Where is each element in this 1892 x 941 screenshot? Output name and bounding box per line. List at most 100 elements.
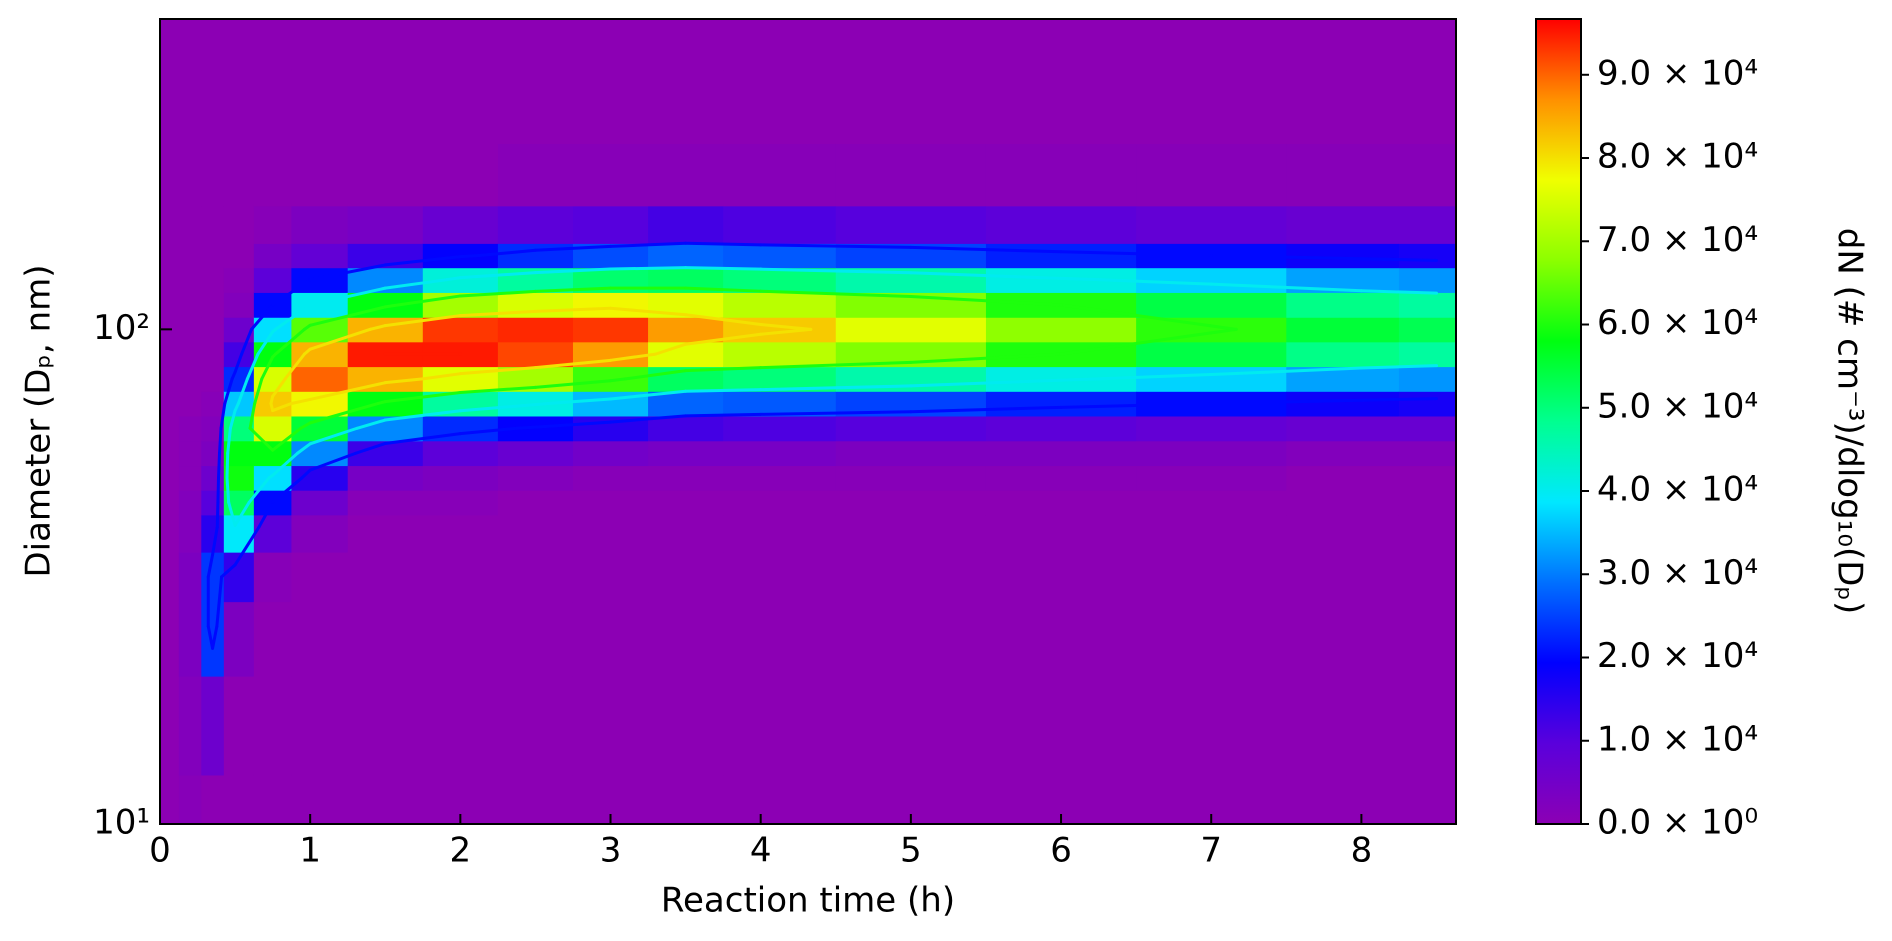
heatmap-cell bbox=[1398, 143, 1456, 207]
heatmap-cell bbox=[1136, 552, 1287, 603]
contour-line bbox=[308, 286, 387, 307]
contour-line bbox=[240, 327, 254, 356]
contour-line bbox=[533, 306, 613, 313]
heatmap-cell bbox=[178, 490, 202, 516]
heatmap-cell bbox=[1286, 676, 1400, 776]
contour-line bbox=[271, 451, 300, 477]
contour-line bbox=[458, 426, 519, 436]
x-tick-label: 3 bbox=[600, 831, 622, 871]
contour-line bbox=[533, 420, 613, 429]
heatmap-cell bbox=[201, 292, 225, 318]
heatmap-cell bbox=[291, 205, 349, 244]
heatmap-cell bbox=[497, 465, 574, 491]
heatmap-cell bbox=[201, 267, 225, 293]
heatmap-cell bbox=[572, 69, 649, 145]
y-tick-label: 10¹ bbox=[93, 803, 150, 843]
heatmap-cell bbox=[1136, 317, 1287, 343]
contour-line bbox=[233, 352, 244, 374]
heatmap-cell bbox=[1136, 292, 1287, 318]
contour-line bbox=[383, 303, 400, 309]
heatmap-cell bbox=[1136, 514, 1287, 553]
contour-line bbox=[1209, 366, 1363, 377]
heatmap-cell bbox=[253, 267, 293, 293]
contour-line bbox=[477, 248, 537, 258]
contour-line bbox=[759, 267, 913, 275]
heatmap-cell bbox=[1136, 415, 1287, 442]
heatmap-cell bbox=[223, 69, 255, 145]
contour-line bbox=[1209, 398, 1363, 406]
heatmap-cell bbox=[291, 552, 349, 603]
heatmap-cell bbox=[201, 465, 225, 491]
contour-line bbox=[253, 377, 264, 406]
contour-line bbox=[609, 266, 688, 271]
contour-line bbox=[1059, 377, 1101, 382]
heatmap-cell bbox=[178, 143, 202, 207]
heatmap-cell bbox=[1398, 490, 1456, 516]
heatmap-cell bbox=[422, 676, 499, 776]
heatmap-cell bbox=[223, 267, 255, 293]
axes: 0 1 2 3 4 5 6 7 8 10¹ 10² 0.0 × 10⁰ 1.0 × 10⁴ 2.0 × 1… bbox=[93, 18, 1758, 871]
heatmap-cell bbox=[1398, 415, 1456, 442]
heatmap-cell bbox=[291, 514, 349, 553]
heatmap-cell bbox=[572, 143, 649, 207]
heatmap-cell bbox=[648, 143, 724, 207]
heatmap-cell bbox=[347, 205, 424, 244]
heatmap-cell bbox=[1136, 440, 1287, 467]
heatmap-cell bbox=[723, 341, 837, 368]
heatmap-cell bbox=[835, 19, 987, 71]
heatmap-cell bbox=[648, 341, 724, 368]
heatmap-cell bbox=[985, 143, 1137, 207]
contour-line bbox=[654, 342, 688, 356]
heatmap-cell bbox=[223, 205, 255, 244]
heatmap-cell bbox=[1286, 490, 1400, 516]
heatmap-cell bbox=[1398, 341, 1456, 368]
heatmap-cell bbox=[291, 267, 349, 293]
heatmap-cell bbox=[497, 317, 574, 343]
contour-line bbox=[236, 377, 249, 406]
heatmap-cell bbox=[291, 490, 349, 516]
contour-line bbox=[609, 241, 688, 248]
heatmap-cell bbox=[497, 514, 574, 553]
contour-line bbox=[533, 379, 613, 389]
heatmap-cell bbox=[1136, 69, 1287, 145]
heatmap-cell bbox=[1398, 69, 1456, 145]
contour-line bbox=[271, 278, 312, 307]
heatmap-cell bbox=[1398, 440, 1456, 467]
heatmap-cell bbox=[1398, 552, 1456, 603]
contour-line bbox=[533, 402, 550, 407]
contour-line bbox=[1209, 282, 1363, 293]
heatmap-cell bbox=[422, 465, 499, 491]
heatmap-cell bbox=[497, 341, 574, 368]
heatmap-cell bbox=[648, 19, 724, 71]
contour-line bbox=[458, 309, 537, 318]
contour-line bbox=[233, 500, 251, 527]
colorbar-tick-label: 9.0 × 10⁴ bbox=[1597, 53, 1758, 93]
heatmap-cell bbox=[648, 552, 724, 603]
contour-line bbox=[1059, 250, 1213, 258]
heatmap-cell bbox=[985, 391, 1137, 417]
contour-line bbox=[458, 403, 537, 413]
heatmap-cell bbox=[497, 243, 574, 269]
contour-line bbox=[215, 500, 220, 529]
contour-line bbox=[271, 402, 293, 413]
heatmap-cell bbox=[1136, 366, 1287, 392]
contour-line bbox=[260, 355, 275, 381]
heatmap-cell bbox=[648, 317, 724, 343]
heatmap-cell bbox=[201, 19, 225, 71]
contour-line bbox=[1059, 331, 1213, 356]
heatmap-cell bbox=[572, 205, 649, 244]
heatmap-cell bbox=[422, 205, 499, 244]
heatmap-cell bbox=[985, 243, 1137, 269]
contour-line bbox=[218, 426, 223, 455]
contour-line bbox=[759, 360, 913, 370]
colorbar-tick-label: 3.0 × 10⁴ bbox=[1597, 553, 1758, 593]
contour-line bbox=[227, 500, 237, 527]
y-axis-label: Diameter (Dₚ, nm) bbox=[19, 264, 59, 577]
x-tick-label: 0 bbox=[149, 831, 171, 871]
heatmap-cell bbox=[1136, 267, 1287, 293]
heatmap-cell bbox=[497, 143, 574, 207]
heatmap-cell bbox=[253, 205, 293, 244]
heatmap-cell bbox=[572, 19, 649, 71]
contour-line bbox=[248, 426, 275, 452]
contour-line bbox=[225, 451, 230, 480]
